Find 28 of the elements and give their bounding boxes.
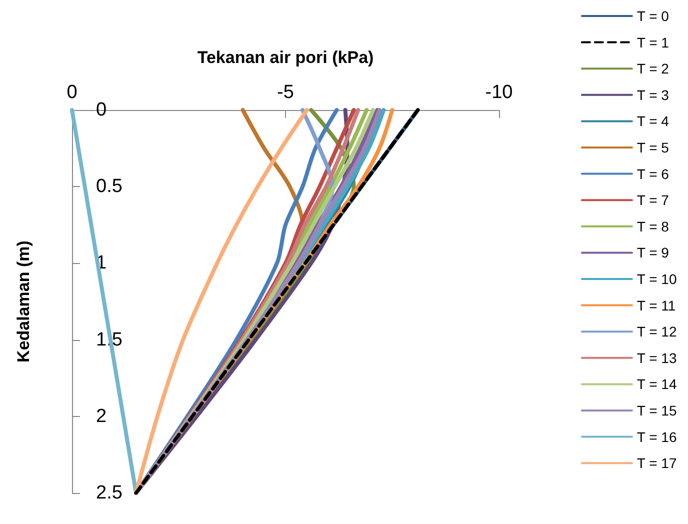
legend-label: T = 2 [636,60,670,77]
y-tick-label: 1.5 [96,329,122,350]
legend-label: T = 16 [636,428,677,445]
legend-label: T = 14 [636,376,677,392]
y-tick-label: 2.5 [96,482,122,504]
legend-label: T = 7 [636,192,670,208]
legend-label: T = 17 [636,455,677,472]
y-tick-label: 0 [96,100,107,120]
x-tick-label: 0 [66,82,78,103]
legend-label: T = 3 [636,86,670,103]
legend-label: T = 11 [636,297,676,314]
x-tick-label: -10 [485,82,513,103]
legend-label: T = 6 [636,166,670,182]
y-tick-label: 2 [96,406,107,427]
legend-label: T = 8 [636,218,670,234]
y-axis-title: Kedalaman (m) [14,240,33,362]
y-tick-label: 0.5 [96,176,122,198]
legend-label: T = 0 [636,8,670,24]
legend-label: T = 12 [636,324,677,340]
x-axis-title: Tekanan air pori (kPa) [197,48,374,67]
x-tick-label: -5 [277,82,294,103]
legend-label: T = 10 [636,271,677,287]
legend-label: T = 13 [636,350,677,366]
legend-label: T = 9 [636,244,670,261]
legend-label: T = 4 [636,113,670,130]
legend-label: T = 1 [636,34,670,50]
legend-label: T = 15 [636,402,677,418]
legend-label: T = 5 [636,140,670,156]
